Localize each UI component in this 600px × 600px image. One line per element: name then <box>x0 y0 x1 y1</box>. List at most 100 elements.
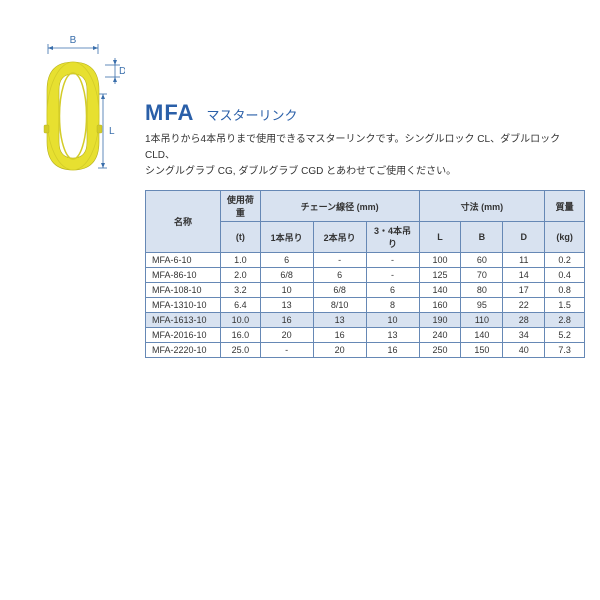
table-cell: 16.0 <box>221 328 261 343</box>
table-cell: 60 <box>461 253 503 268</box>
table-cell: 11 <box>503 253 545 268</box>
heading-row: MFA マスターリンク <box>145 100 585 126</box>
table-cell: 1.5 <box>545 298 585 313</box>
description-text: 1本吊りから4本吊りまで使用できるマスターリンクです。シングルロック CL、ダブ… <box>145 132 585 180</box>
dim-D-label: D <box>119 66 125 77</box>
table-cell: 6/8 <box>313 283 366 298</box>
table-cell: 34 <box>503 328 545 343</box>
text-column: MFA マスターリンク 1本吊りから4本吊りまで使用できるマスターリンクです。シ… <box>145 20 585 358</box>
table-cell: 16 <box>260 313 313 328</box>
table-cell: 40 <box>503 343 545 358</box>
dim-B-group: B <box>48 35 98 54</box>
table-cell: 0.8 <box>545 283 585 298</box>
table-cell: 140 <box>419 283 461 298</box>
table-cell: MFA-2016-10 <box>146 328 221 343</box>
th-dims: 寸法 (mm) <box>419 191 545 222</box>
table-row: MFA-2016-1016.0201613240140345.2 <box>146 328 585 343</box>
table-cell: MFA-1613-10 <box>146 313 221 328</box>
dim-D-group: D <box>105 58 125 84</box>
table-cell: MFA-6-10 <box>146 253 221 268</box>
th-mass: 質量 <box>545 191 585 222</box>
table-cell: 110 <box>461 313 503 328</box>
table-cell: - <box>366 268 419 283</box>
table-cell: 20 <box>313 343 366 358</box>
table-cell: 6.4 <box>221 298 261 313</box>
th-D: D <box>503 222 545 253</box>
th-chain1: 1本吊り <box>260 222 313 253</box>
table-cell: 22 <box>503 298 545 313</box>
table-cell: 95 <box>461 298 503 313</box>
top-section: B D L <box>15 20 585 358</box>
table-cell: MFA-86-10 <box>146 268 221 283</box>
table-cell: 10 <box>366 313 419 328</box>
table-cell: 17 <box>503 283 545 298</box>
table-cell: 8/10 <box>313 298 366 313</box>
table-cell: 13 <box>366 328 419 343</box>
table-cell: MFA-2220-10 <box>146 343 221 358</box>
table-cell: 16 <box>366 343 419 358</box>
table-row: MFA-1613-1010.0161310190110282.8 <box>146 313 585 328</box>
table-cell: 0.2 <box>545 253 585 268</box>
table-cell: MFA-108-10 <box>146 283 221 298</box>
desc-line-2: シングルグラブ CG, ダブルグラブ CGD とあわせてご使用ください。 <box>145 164 585 180</box>
table-cell: 28 <box>503 313 545 328</box>
spec-table: 名称 使用荷重 チェーン線径 (mm) 寸法 (mm) 質量 (t) 1本吊り … <box>145 190 585 358</box>
desc-line-1: 1本吊りから4本吊りまで使用できるマスターリンクです。シングルロック CL、ダブ… <box>145 132 585 164</box>
table-row: MFA-2220-1025.0-2016250150407.3 <box>146 343 585 358</box>
table-cell: 250 <box>419 343 461 358</box>
table-cell: 3.2 <box>221 283 261 298</box>
table-cell: 5.2 <box>545 328 585 343</box>
dim-B-label: B <box>70 35 77 46</box>
table-cell: 160 <box>419 298 461 313</box>
th-L: L <box>419 222 461 253</box>
table-cell: 10.0 <box>221 313 261 328</box>
th-mass-unit: (kg) <box>545 222 585 253</box>
table-cell: 0.4 <box>545 268 585 283</box>
table-cell: 16 <box>313 328 366 343</box>
table-cell: 13 <box>313 313 366 328</box>
table-cell: - <box>260 343 313 358</box>
product-code: MFA <box>145 100 194 126</box>
table-cell: 2.0 <box>221 268 261 283</box>
table-cell: 8 <box>366 298 419 313</box>
table-cell: 80 <box>461 283 503 298</box>
master-link-diagram: B D L <box>25 30 125 190</box>
table-cell: 20 <box>260 328 313 343</box>
table-head: 名称 使用荷重 チェーン線径 (mm) 寸法 (mm) 質量 (t) 1本吊り … <box>146 191 585 253</box>
table-cell: 240 <box>419 328 461 343</box>
diagram-column: B D L <box>15 20 125 190</box>
table-cell: 140 <box>461 328 503 343</box>
table-row: MFA-86-102.06/86-12570140.4 <box>146 268 585 283</box>
th-chain2: 2本吊り <box>313 222 366 253</box>
table-cell: - <box>366 253 419 268</box>
table-cell: 6 <box>260 253 313 268</box>
table-cell: 7.3 <box>545 343 585 358</box>
table-body: MFA-6-101.06--10060110.2MFA-86-102.06/86… <box>146 253 585 358</box>
table-cell: 190 <box>419 313 461 328</box>
product-name-jp: マスターリンク <box>206 105 297 124</box>
table-cell: MFA-1310-10 <box>146 298 221 313</box>
table-cell: 1.0 <box>221 253 261 268</box>
table-cell: 14 <box>503 268 545 283</box>
table-cell: 150 <box>461 343 503 358</box>
table-cell: 70 <box>461 268 503 283</box>
th-chain: チェーン線径 (mm) <box>260 191 419 222</box>
table-cell: 25.0 <box>221 343 261 358</box>
table-cell: 2.8 <box>545 313 585 328</box>
table-cell: - <box>313 253 366 268</box>
table-cell: 100 <box>419 253 461 268</box>
table-cell: 13 <box>260 298 313 313</box>
table-cell: 6/8 <box>260 268 313 283</box>
th-B: B <box>461 222 503 253</box>
table-row: MFA-6-101.06--10060110.2 <box>146 253 585 268</box>
table-cell: 6 <box>366 283 419 298</box>
ring-shape <box>44 62 102 170</box>
table-cell: 10 <box>260 283 313 298</box>
table-cell: 6 <box>313 268 366 283</box>
table-row: MFA-1310-106.4138/10816095221.5 <box>146 298 585 313</box>
dim-L-label: L <box>109 126 115 137</box>
th-name: 名称 <box>146 191 221 253</box>
table-cell: 125 <box>419 268 461 283</box>
th-chain34: 3・4本吊り <box>366 222 419 253</box>
table-row: MFA-108-103.2106/8614080170.8 <box>146 283 585 298</box>
